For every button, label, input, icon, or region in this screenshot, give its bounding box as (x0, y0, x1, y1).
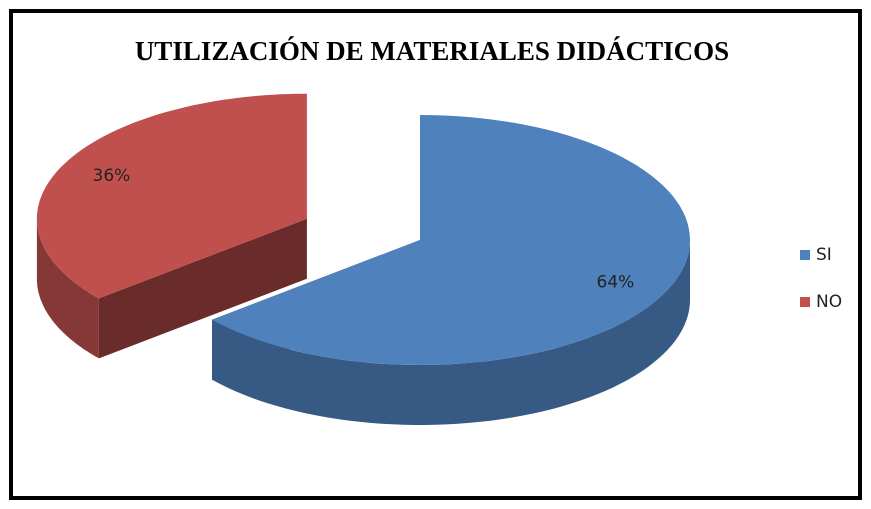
data-label: 64% (597, 273, 635, 293)
slice-side (98, 218, 307, 359)
legend-swatch (800, 297, 810, 307)
slice-wall (36, 218, 99, 359)
slice (36, 93, 307, 299)
data-label: 36% (93, 166, 131, 186)
chart-title: UTILIZACIÓN DE MATERIALES DIDÁCTICOS (135, 36, 729, 66)
legend-swatch (800, 250, 810, 260)
legend-label: SI (816, 245, 832, 265)
slice (212, 115, 690, 365)
legend-label: NO (816, 292, 842, 312)
slice-wall (212, 240, 690, 425)
